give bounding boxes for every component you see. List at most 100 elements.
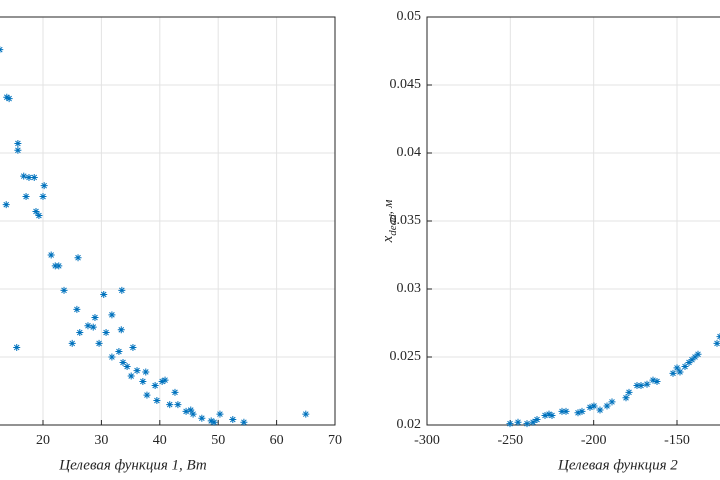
axes-frame	[426, 16, 720, 426]
marker	[68, 339, 76, 347]
marker	[3, 93, 11, 101]
marker	[688, 356, 696, 364]
marker	[633, 382, 641, 390]
x-axis-label: Целевая функция 2	[557, 457, 678, 473]
marker	[637, 382, 645, 390]
marker	[189, 410, 197, 418]
marker	[151, 382, 159, 390]
marker	[161, 376, 169, 384]
y-axis-label: xdead, м	[380, 200, 399, 244]
marker	[2, 201, 10, 209]
marker	[302, 410, 310, 418]
marker	[95, 339, 103, 347]
marker	[115, 348, 123, 356]
marker	[22, 193, 30, 201]
marker	[669, 369, 677, 377]
marker	[691, 353, 699, 361]
x-tick-label: 30	[94, 433, 108, 448]
marker	[55, 262, 63, 270]
marker	[5, 95, 13, 103]
x-tick-label: 50	[211, 433, 225, 448]
marker	[119, 358, 127, 366]
marker	[74, 254, 82, 262]
marker	[51, 262, 59, 270]
marker	[102, 329, 110, 337]
x-tick-label: -250	[497, 433, 523, 448]
marker	[676, 368, 684, 376]
x-tick-label: 60	[270, 433, 284, 448]
marker	[35, 212, 43, 220]
marker	[529, 418, 537, 426]
x-tick-label: 40	[153, 433, 167, 448]
marker	[596, 406, 604, 414]
marker	[622, 394, 630, 402]
marker	[548, 411, 556, 419]
marker	[143, 391, 151, 399]
marker	[207, 417, 215, 425]
marker	[574, 409, 582, 417]
marker	[118, 286, 126, 294]
x-axis-label: Целевая функция 1, Вт	[58, 457, 207, 473]
marker	[153, 397, 161, 405]
marker	[625, 388, 633, 396]
marker	[653, 377, 661, 385]
marker	[713, 339, 720, 347]
y-tick-label: 0.025	[390, 349, 422, 364]
marker	[39, 193, 47, 201]
marker	[240, 418, 248, 426]
marker	[73, 305, 81, 313]
marker	[558, 407, 566, 415]
marker	[649, 376, 657, 384]
x-tick-label: 70	[328, 433, 342, 448]
marker	[30, 173, 38, 181]
marker	[123, 363, 131, 371]
marker	[14, 139, 22, 147]
marker	[210, 418, 218, 426]
marker	[685, 358, 693, 366]
marker	[76, 329, 84, 337]
marker	[133, 367, 141, 375]
marker	[47, 251, 55, 259]
marker	[91, 314, 99, 322]
marker	[158, 377, 166, 385]
marker	[182, 407, 190, 415]
y-tick-label: 0.03	[397, 281, 422, 296]
marker	[174, 401, 182, 409]
marker	[108, 311, 116, 319]
marker	[14, 146, 22, 154]
marker	[60, 286, 68, 294]
marker	[694, 350, 702, 358]
axes-frame	[0, 16, 336, 426]
marker	[545, 410, 553, 418]
panel: 0.020.0250.030.0350.040.0450.05102030405…	[0, 16, 342, 473]
marker	[229, 416, 237, 424]
marker	[533, 416, 541, 424]
x-tick-label: -200	[581, 433, 607, 448]
y-tick-label: 0.045	[390, 77, 422, 92]
marker	[586, 403, 594, 411]
marker	[127, 372, 135, 380]
marker	[142, 368, 150, 376]
y-tick-label: 0.035	[390, 213, 422, 228]
marker	[603, 402, 611, 410]
marker	[166, 401, 174, 409]
marker	[187, 406, 195, 414]
y-tick-label: 0.05	[397, 9, 422, 24]
marker	[514, 418, 522, 426]
marker	[20, 172, 28, 180]
marker	[608, 398, 616, 406]
marker	[590, 402, 598, 410]
marker	[523, 420, 531, 428]
y-label-sub: dead	[387, 214, 399, 236]
y-label-main: x	[380, 235, 396, 243]
marker	[100, 290, 108, 298]
y-tick-label: 0.04	[397, 145, 422, 160]
y-tick-label: 0.02	[397, 417, 422, 432]
marker	[171, 388, 179, 396]
panel: 0.02 0.025 0.03 0.035 0.04 0.045 0.05 -300 -250 -…	[380, 9, 720, 473]
marker	[216, 410, 224, 418]
marker	[562, 407, 570, 415]
marker	[40, 182, 48, 190]
marker	[643, 380, 651, 388]
